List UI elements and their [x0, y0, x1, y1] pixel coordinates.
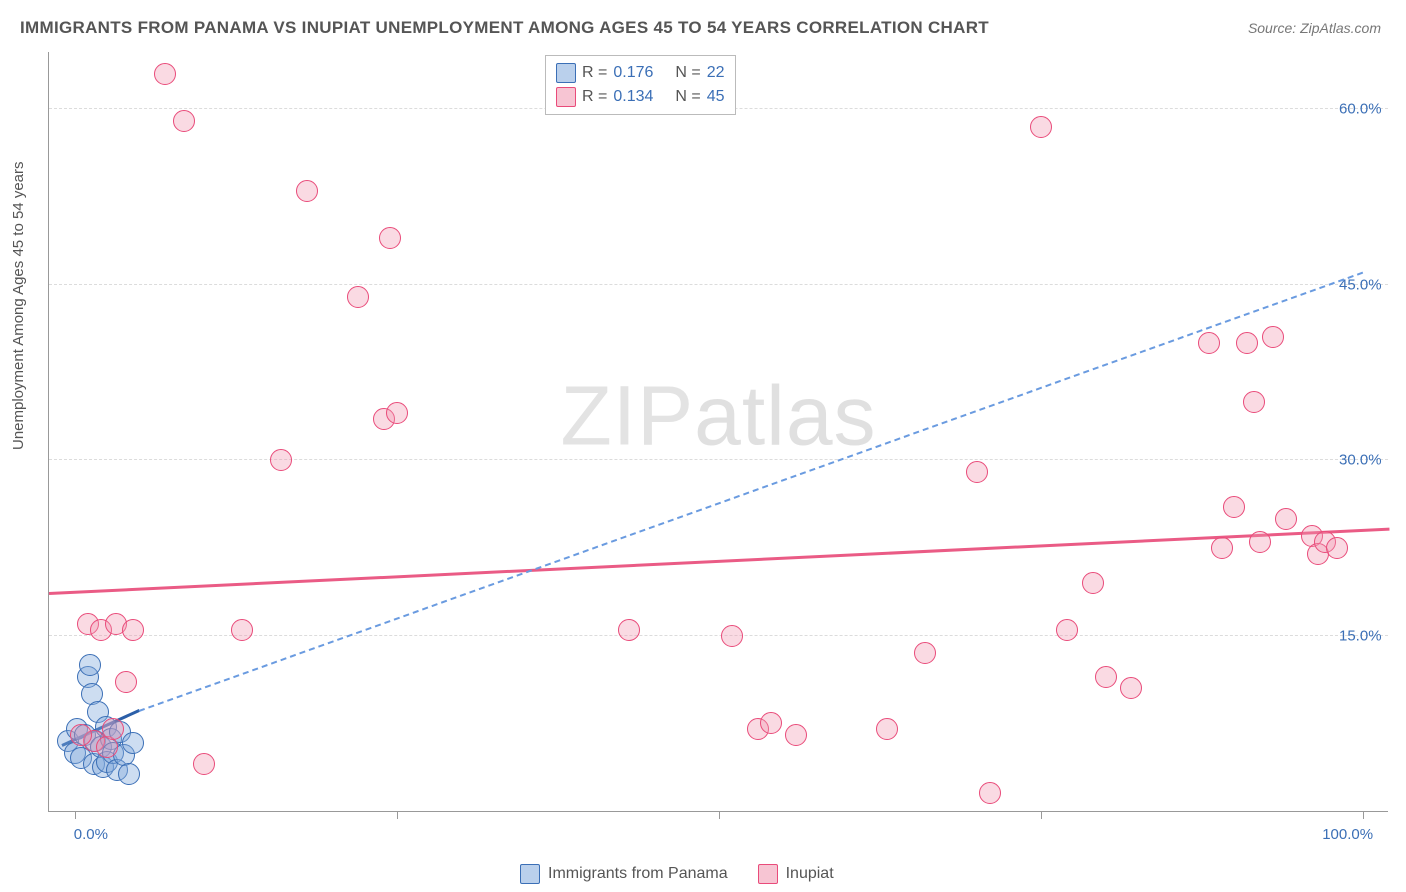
legend-item-blue: Immigrants from Panama	[520, 864, 728, 884]
data-point	[79, 654, 101, 676]
data-point	[618, 619, 640, 641]
data-point	[1198, 332, 1220, 354]
x-tick	[1041, 811, 1042, 819]
data-point	[1030, 116, 1052, 138]
swatch-pink-icon	[556, 87, 576, 107]
n-label: N =	[675, 64, 700, 82]
data-point	[296, 180, 318, 202]
data-point	[979, 782, 1001, 804]
data-point	[173, 110, 195, 132]
data-point	[1223, 496, 1245, 518]
data-point	[914, 642, 936, 664]
x-tick	[75, 811, 76, 819]
n-label: N =	[675, 88, 700, 106]
data-point	[1120, 677, 1142, 699]
data-point	[1275, 508, 1297, 530]
gridline-h	[49, 284, 1388, 285]
data-point	[1326, 537, 1348, 559]
data-point	[379, 227, 401, 249]
data-point	[760, 712, 782, 734]
swatch-pink-icon	[758, 864, 778, 884]
watermark: ZIPatlas	[560, 368, 876, 465]
x-tick-label: 100.0%	[1322, 826, 1373, 843]
trend-line	[49, 527, 1389, 594]
x-tick	[1363, 811, 1364, 819]
trend-line	[139, 271, 1364, 711]
data-point	[1236, 332, 1258, 354]
data-point	[270, 449, 292, 471]
data-point	[785, 724, 807, 746]
data-point	[122, 619, 144, 641]
data-point	[876, 718, 898, 740]
n-value-pink: 45	[707, 88, 725, 106]
data-point	[1249, 531, 1271, 553]
y-tick-label: 15.0%	[1339, 627, 1394, 644]
swatch-blue-icon	[520, 864, 540, 884]
y-tick-label: 30.0%	[1339, 452, 1394, 469]
x-tick	[397, 811, 398, 819]
correlation-legend: R = 0.176 N = 22 R = 0.134 N = 45	[545, 55, 736, 115]
data-point	[1056, 619, 1078, 641]
r-value-blue: 0.176	[613, 64, 653, 82]
data-point	[231, 619, 253, 641]
data-point	[154, 63, 176, 85]
legend-row-blue: R = 0.176 N = 22	[556, 61, 725, 85]
series-legend: Immigrants from Panama Inupiat	[520, 864, 834, 884]
data-point	[386, 402, 408, 424]
n-value-blue: 22	[707, 64, 725, 82]
r-value-pink: 0.134	[613, 88, 653, 106]
data-point	[70, 724, 92, 746]
data-point	[966, 461, 988, 483]
data-point	[1262, 326, 1284, 348]
y-tick-label: 60.0%	[1339, 101, 1394, 118]
watermark-bold: ZIP	[560, 369, 694, 463]
data-point	[1243, 391, 1265, 413]
r-label: R =	[582, 88, 607, 106]
data-point	[1211, 537, 1233, 559]
source-attribution: Source: ZipAtlas.com	[1248, 20, 1381, 36]
legend-label-pink: Inupiat	[786, 865, 834, 882]
data-point	[193, 753, 215, 775]
data-point	[102, 718, 124, 740]
watermark-thin: atlas	[694, 369, 876, 463]
swatch-blue-icon	[556, 63, 576, 83]
r-label: R =	[582, 64, 607, 82]
data-point	[1095, 666, 1117, 688]
chart-title: IMMIGRANTS FROM PANAMA VS INUPIAT UNEMPL…	[20, 18, 989, 38]
data-point	[1082, 572, 1104, 594]
legend-row-pink: R = 0.134 N = 45	[556, 85, 725, 109]
data-point	[115, 671, 137, 693]
data-point	[118, 763, 140, 785]
data-point	[721, 625, 743, 647]
x-tick-label: 0.0%	[74, 826, 108, 843]
data-point	[122, 732, 144, 754]
scatter-plot-area: ZIPatlas 15.0%30.0%45.0%60.0%	[48, 52, 1388, 812]
x-tick	[719, 811, 720, 819]
gridline-h	[49, 459, 1388, 460]
legend-label-blue: Immigrants from Panama	[548, 865, 728, 882]
y-axis-label: Unemployment Among Ages 45 to 54 years	[10, 161, 27, 450]
legend-item-pink: Inupiat	[758, 864, 834, 884]
data-point	[347, 286, 369, 308]
